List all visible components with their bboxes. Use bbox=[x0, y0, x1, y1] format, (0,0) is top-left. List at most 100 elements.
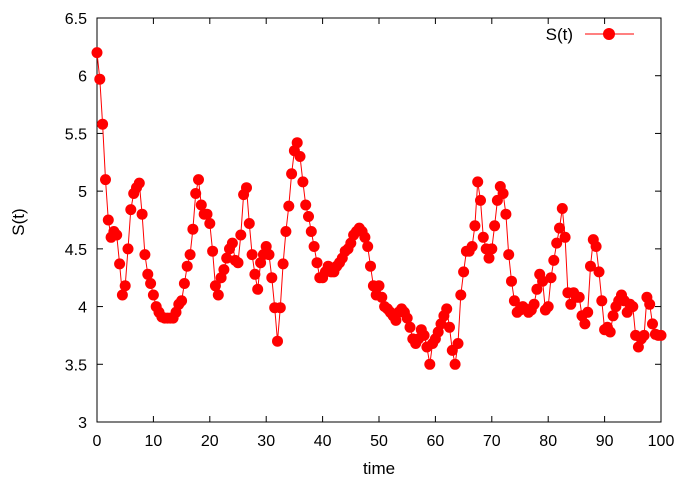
data-point bbox=[638, 329, 650, 341]
x-tick-label: 50 bbox=[370, 433, 388, 450]
data-point bbox=[300, 199, 312, 211]
data-point bbox=[475, 194, 486, 206]
data-point bbox=[466, 241, 478, 252]
data-point bbox=[489, 220, 501, 232]
data-point bbox=[477, 231, 489, 243]
data-point bbox=[418, 329, 430, 341]
data-point bbox=[142, 268, 154, 280]
y-tick-label: 3.5 bbox=[65, 357, 87, 374]
data-point bbox=[249, 268, 261, 280]
data-point bbox=[404, 321, 416, 333]
data-point bbox=[573, 291, 585, 303]
x-tick-label: 30 bbox=[257, 433, 275, 450]
data-point bbox=[472, 176, 484, 188]
data-point bbox=[424, 358, 436, 370]
data-point bbox=[277, 258, 289, 270]
data-point bbox=[178, 278, 190, 289]
data-point bbox=[100, 174, 111, 186]
data-point bbox=[452, 338, 464, 349]
data-point bbox=[531, 283, 543, 295]
series-line-s-t bbox=[96, 52, 661, 365]
axis-ticks bbox=[96, 17, 662, 423]
x-tick-label: 80 bbox=[539, 433, 557, 450]
data-point bbox=[579, 318, 591, 330]
data-point bbox=[294, 151, 306, 162]
data-point bbox=[362, 241, 374, 252]
data-point bbox=[274, 302, 286, 314]
data-point bbox=[218, 264, 230, 276]
data-point bbox=[209, 280, 221, 292]
data-point bbox=[241, 182, 252, 194]
data-point bbox=[376, 291, 388, 303]
data-point bbox=[139, 249, 151, 261]
data-point bbox=[483, 252, 495, 264]
tick-labels: 0 10 20 30 40 50 60 70 80 90 100 3 3.5 4 4.5 5 5.5 6 6.5 bbox=[65, 11, 675, 450]
data-point bbox=[449, 358, 461, 370]
data-point bbox=[190, 188, 202, 199]
data-point bbox=[551, 237, 563, 249]
data-point bbox=[133, 177, 145, 189]
data-point bbox=[500, 208, 512, 220]
data-point bbox=[444, 321, 455, 333]
data-point bbox=[545, 272, 557, 284]
x-tick-label: 90 bbox=[596, 433, 614, 450]
y-tick-label: 6.5 bbox=[65, 11, 87, 28]
data-point bbox=[508, 295, 520, 307]
y-tick-label: 6 bbox=[78, 69, 87, 86]
data-point bbox=[147, 289, 159, 301]
data-point bbox=[119, 280, 131, 292]
data-point bbox=[604, 326, 616, 338]
data-point bbox=[266, 272, 278, 284]
data-point bbox=[596, 295, 608, 307]
data-point bbox=[441, 303, 453, 315]
data-point bbox=[503, 249, 515, 261]
y-tick-label: 4 bbox=[78, 300, 87, 317]
data-point bbox=[272, 335, 283, 347]
data-point bbox=[542, 301, 554, 313]
data-point bbox=[655, 329, 667, 341]
data-point bbox=[221, 252, 233, 264]
data-point bbox=[125, 204, 137, 216]
data-point bbox=[122, 243, 134, 255]
data-point bbox=[243, 218, 255, 229]
data-point bbox=[187, 223, 199, 235]
data-point bbox=[401, 312, 413, 324]
data-point bbox=[181, 260, 193, 272]
data-point bbox=[585, 260, 596, 272]
data-point bbox=[486, 243, 498, 255]
data-point bbox=[548, 254, 560, 266]
data-point bbox=[204, 218, 216, 229]
data-point bbox=[644, 298, 656, 310]
data-point bbox=[582, 306, 594, 318]
x-tick-label: 60 bbox=[427, 433, 445, 450]
y-axis-label: S(t) bbox=[9, 208, 28, 235]
x-tick-label: 20 bbox=[201, 433, 219, 450]
y-tick-label: 5 bbox=[78, 184, 87, 201]
data-point bbox=[556, 203, 568, 214]
data-point bbox=[195, 199, 207, 211]
data-point bbox=[252, 283, 264, 295]
data-point bbox=[212, 289, 224, 301]
data-point bbox=[311, 257, 323, 269]
data-point bbox=[136, 208, 148, 220]
data-point bbox=[184, 249, 196, 261]
x-tick-label: 70 bbox=[483, 433, 501, 450]
data-point bbox=[458, 266, 470, 278]
data-point bbox=[97, 118, 109, 130]
data-point bbox=[469, 220, 481, 232]
x-tick-label: 100 bbox=[648, 433, 675, 450]
data-point bbox=[94, 73, 106, 85]
data-point bbox=[111, 229, 123, 241]
data-point bbox=[226, 237, 238, 249]
data-point bbox=[286, 168, 298, 180]
data-point bbox=[365, 260, 376, 272]
data-point bbox=[102, 214, 114, 226]
data-point bbox=[593, 266, 605, 278]
series-points-s-t bbox=[91, 47, 667, 370]
data-point bbox=[308, 241, 320, 252]
legend-marker bbox=[603, 28, 615, 40]
data-point bbox=[506, 275, 517, 287]
data-point bbox=[176, 295, 188, 307]
y-tick-label: 5.5 bbox=[65, 126, 87, 143]
